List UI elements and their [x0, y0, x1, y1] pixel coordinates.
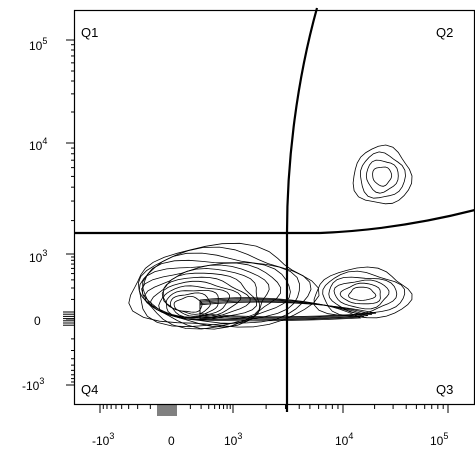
contour-line-bridge: [199, 301, 377, 318]
contour-line-main: [165, 290, 219, 317]
contour-line-q2: [365, 159, 399, 194]
y-tick-label: 0: [34, 314, 41, 328]
contour-line-main: [169, 292, 211, 315]
contour-line-bridge: [199, 299, 369, 320]
contour-line-q2: [352, 144, 413, 205]
x-tick-label: 105: [430, 431, 448, 448]
contour-line-main: [173, 296, 203, 313]
contour-line-q3: [348, 286, 377, 301]
axis-ticks: [63, 39, 449, 416]
contour-line-q3: [313, 266, 413, 319]
y-tick-label: 105: [29, 36, 47, 53]
contour-line-bridge: [199, 300, 373, 319]
quadrant-label-q3: Q3: [436, 382, 453, 397]
quadrant-label-q4: Q4: [81, 382, 98, 397]
contour-line-q2: [360, 151, 406, 199]
y-tick-label: 104: [29, 136, 47, 153]
quadrant-label-q1: Q1: [81, 25, 98, 40]
quadrant-label-q2: Q2: [436, 25, 453, 40]
quadrant-gates: [75, 7, 475, 412]
contour-line-q3: [333, 279, 390, 310]
contour-line-bridge: [199, 298, 365, 321]
contour-line-main: [144, 268, 261, 321]
contour-line-main: [162, 285, 230, 318]
x-tick-label: 0: [168, 434, 175, 448]
x-tick-label: -103: [92, 431, 114, 448]
contour-line-main: [141, 264, 270, 324]
contour-line-main: [137, 246, 312, 328]
horizontal-gate-curve: [319, 208, 475, 235]
contour-line-q3: [322, 270, 406, 317]
vertical-gate-curve: [285, 7, 319, 234]
contour-lines: [128, 144, 413, 330]
y-tick-labels: 105 104 103 0 -103: [22, 36, 47, 393]
plot-frame: [73, 9, 475, 406]
contour-line-main: [128, 242, 320, 328]
contour-line-q3: [328, 276, 398, 314]
contour-line-bridge: [199, 297, 362, 322]
x-tick-label: 104: [335, 431, 353, 448]
contour-line-q2: [372, 166, 393, 187]
y-tick-label: 103: [29, 248, 47, 265]
x-tick-label: 103: [224, 431, 242, 448]
contour-line-q3: [339, 282, 381, 305]
contour-line-main: [150, 272, 258, 320]
y-tick-label: -103: [22, 376, 44, 393]
x-tick-labels: -103 0 103 104 105: [92, 431, 448, 448]
